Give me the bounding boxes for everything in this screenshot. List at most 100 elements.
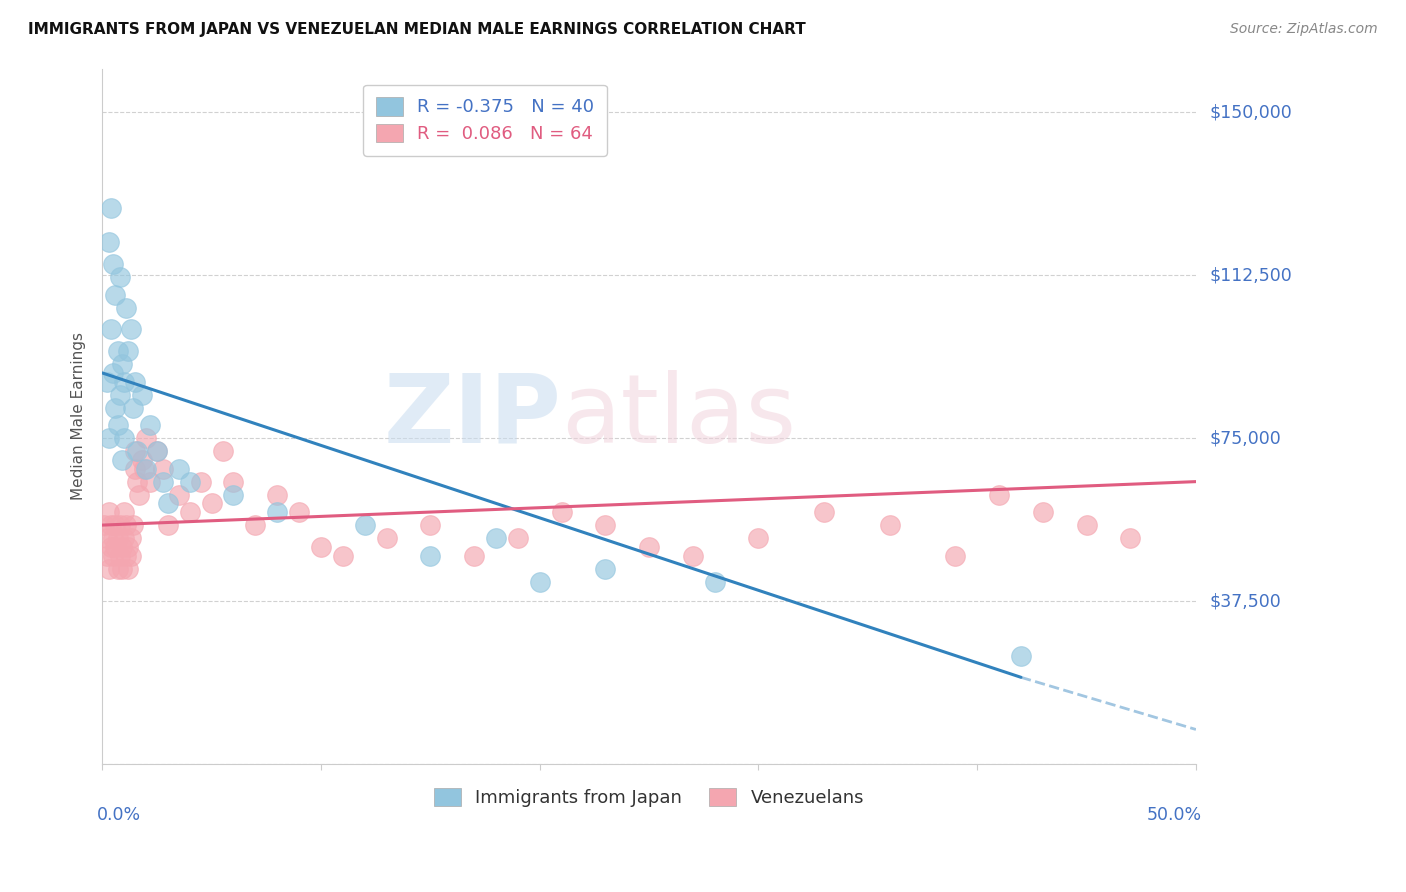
Text: $112,500: $112,500 <box>1209 266 1292 284</box>
Point <box>288 505 311 519</box>
Text: atlas: atlas <box>561 370 797 463</box>
Point <box>135 461 157 475</box>
Point <box>112 431 135 445</box>
Point <box>879 518 901 533</box>
Point <box>115 518 138 533</box>
Point <box>146 444 169 458</box>
Point <box>107 561 129 575</box>
Point <box>485 531 508 545</box>
Point <box>167 488 190 502</box>
Point <box>1032 505 1054 519</box>
Point <box>100 540 122 554</box>
Point <box>190 475 212 489</box>
Point <box>108 549 131 563</box>
Point <box>127 475 149 489</box>
Point <box>104 518 127 533</box>
Point <box>1119 531 1142 545</box>
Text: ZIP: ZIP <box>384 370 561 463</box>
Point <box>101 531 124 545</box>
Point <box>638 540 661 554</box>
Point <box>156 496 179 510</box>
Point <box>115 549 138 563</box>
Point <box>117 561 139 575</box>
Point <box>127 444 149 458</box>
Point <box>121 401 143 415</box>
Point <box>100 518 122 533</box>
Point <box>100 201 122 215</box>
Point <box>139 475 162 489</box>
Point <box>115 301 138 315</box>
Point <box>128 488 150 502</box>
Point <box>124 444 146 458</box>
Point <box>813 505 835 519</box>
Point <box>97 505 120 519</box>
Point <box>943 549 966 563</box>
Point <box>101 257 124 271</box>
Point <box>152 461 174 475</box>
Point <box>353 518 375 533</box>
Text: $150,000: $150,000 <box>1209 103 1292 121</box>
Point <box>222 488 245 502</box>
Point <box>131 453 153 467</box>
Point <box>132 461 155 475</box>
Point <box>100 322 122 336</box>
Text: Source: ZipAtlas.com: Source: ZipAtlas.com <box>1230 22 1378 37</box>
Point <box>121 518 143 533</box>
Point <box>107 531 129 545</box>
Point <box>419 518 441 533</box>
Point <box>988 488 1011 502</box>
Point <box>97 431 120 445</box>
Point <box>167 461 190 475</box>
Point <box>200 496 222 510</box>
Point <box>595 518 617 533</box>
Point <box>96 375 118 389</box>
Point <box>97 561 120 575</box>
Point <box>124 375 146 389</box>
Point <box>156 518 179 533</box>
Point <box>179 475 201 489</box>
Point <box>332 549 354 563</box>
Point <box>309 540 332 554</box>
Point <box>124 461 146 475</box>
Point <box>104 287 127 301</box>
Point <box>101 549 124 563</box>
Text: 50.0%: 50.0% <box>1146 806 1201 824</box>
Text: $37,500: $37,500 <box>1209 592 1282 610</box>
Point <box>97 235 120 250</box>
Point <box>117 540 139 554</box>
Point <box>146 444 169 458</box>
Point <box>108 270 131 285</box>
Point <box>111 561 134 575</box>
Point <box>266 505 288 519</box>
Point <box>112 531 135 545</box>
Point <box>222 475 245 489</box>
Point <box>111 540 134 554</box>
Point <box>375 531 398 545</box>
Point <box>96 549 118 563</box>
Point <box>120 549 142 563</box>
Point <box>139 418 162 433</box>
Point <box>595 561 617 575</box>
Point <box>1076 518 1098 533</box>
Point <box>96 531 118 545</box>
Point <box>107 344 129 359</box>
Point <box>152 475 174 489</box>
Point <box>112 375 135 389</box>
Point <box>179 505 201 519</box>
Point <box>703 574 725 589</box>
Point <box>419 549 441 563</box>
Point <box>266 488 288 502</box>
Point <box>93 518 115 533</box>
Point <box>120 531 142 545</box>
Point <box>550 505 572 519</box>
Text: 0.0%: 0.0% <box>97 806 141 824</box>
Point <box>104 401 127 415</box>
Point <box>135 431 157 445</box>
Point <box>463 549 485 563</box>
Y-axis label: Median Male Earnings: Median Male Earnings <box>72 333 86 500</box>
Point <box>117 344 139 359</box>
Point <box>245 518 267 533</box>
Legend: Immigrants from Japan, Venezuelans: Immigrants from Japan, Venezuelans <box>423 777 875 818</box>
Point <box>101 366 124 380</box>
Point <box>108 387 131 401</box>
